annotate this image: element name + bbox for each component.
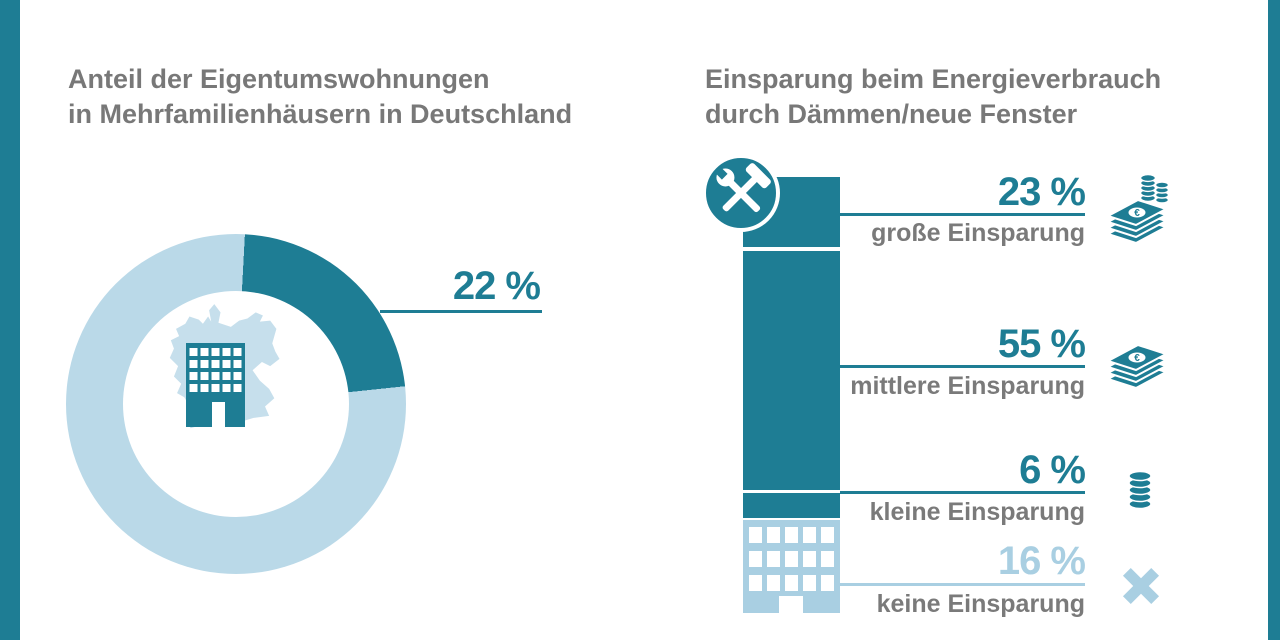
hammer-wrench-icon [714, 163, 771, 213]
cross-icon [1122, 567, 1160, 605]
row-grosse-value: 23 % [997, 170, 1086, 214]
left-edge-strip [0, 0, 20, 640]
banknotes-coins-icon: € [1105, 173, 1170, 245]
donut-value-label: 22 % [452, 264, 541, 308]
row-grosse-line [840, 213, 1085, 216]
right-chart-title-line2: durch Dämmen/neue Fenster [705, 99, 1078, 129]
coin-stack-icon [1128, 470, 1152, 510]
left-chart-title-line2: in Mehrfamilienhäusern in Deutschland [68, 99, 573, 129]
right-chart-title: Einsparung beim Energieverbrauch durch D… [705, 62, 1161, 132]
right-edge-strip [1268, 0, 1280, 640]
row-mittlere-value: 55 % [997, 322, 1086, 366]
building-segment-keine [743, 520, 840, 613]
donut-leader-line [380, 310, 542, 313]
row-mittlere-line [840, 365, 1085, 368]
row-keine-value: 16 % [997, 539, 1086, 583]
row-mittlere-label: mittlere Einsparung [850, 372, 1085, 400]
bar-segment-kleine [743, 493, 840, 518]
row-kleine-label: kleine Einsparung [869, 498, 1085, 526]
row-grosse-label: große Einsparung [871, 219, 1085, 247]
right-chart-title-line1: Einsparung beim Energieverbrauch [705, 64, 1162, 94]
left-chart-title-line1: Anteil der Eigentumswohnungen [68, 64, 490, 94]
banknotes-icon: € [1105, 343, 1169, 390]
row-keine-line [840, 583, 1085, 586]
row-keine-label: keine Einsparung [876, 590, 1085, 618]
row-kleine-value: 6 % [1019, 448, 1086, 492]
svg-text:€: € [1134, 208, 1140, 219]
bar-segment-mittlere [743, 251, 840, 490]
apartment-building-icon [186, 343, 245, 427]
row-kleine-line [840, 491, 1085, 494]
tools-badge [702, 154, 780, 232]
left-chart-title: Anteil der Eigentumswohnungen in Mehrfam… [68, 62, 572, 132]
svg-text:€: € [1134, 353, 1140, 364]
